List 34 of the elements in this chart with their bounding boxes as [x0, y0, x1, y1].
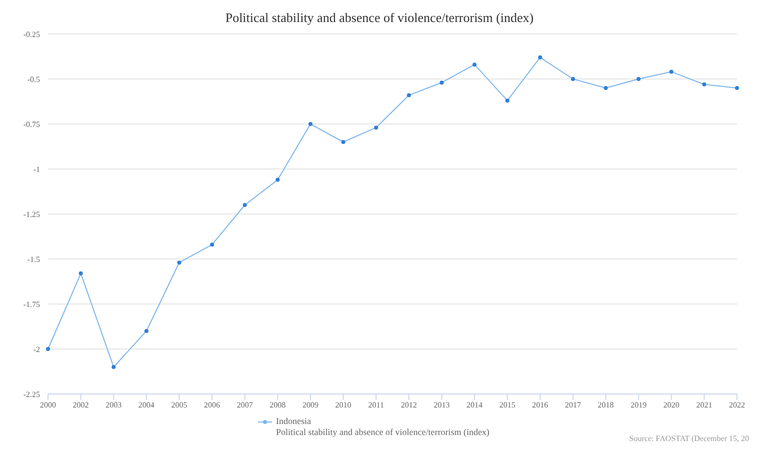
y-tick-label: -2.25: [23, 390, 40, 399]
x-tick-label: 2004: [138, 400, 154, 410]
x-tick-label: 2003: [106, 400, 122, 410]
x-tick-label: 2017: [564, 400, 581, 410]
x-tick-label: 2021: [696, 400, 712, 410]
x-tick-label: 2006: [204, 400, 220, 410]
y-tick-label: -1.75: [23, 300, 40, 309]
x-tick-label: 2000: [40, 400, 56, 410]
x-tick-label: 2022: [729, 400, 745, 410]
x-tick-label: 2012: [400, 400, 417, 410]
legend-label: Indonesia Political stability and absence of violence/terrorism (index): [276, 416, 490, 438]
x-tick-label: 2002: [72, 400, 89, 410]
x-tick-label: 2009: [302, 400, 318, 410]
chart-title: Political stability and absence of violence/terrorism (index): [224, 10, 535, 26]
x-tick-label: 2010: [335, 400, 352, 410]
y-tick-label: -1: [33, 164, 40, 174]
x-tick-label: 2007: [236, 400, 253, 410]
y-tick-label: -1.5: [27, 254, 40, 264]
x-tick-label: 2016: [532, 400, 548, 410]
y-tick-label: -0.5: [27, 74, 40, 84]
x-tick-label: 2020: [663, 400, 680, 410]
y-tick-label: -0.75: [23, 120, 40, 129]
x-tick-label: 2005: [171, 400, 188, 410]
y-tick-label: -2: [33, 344, 40, 354]
x-tick-label: 2011: [368, 400, 384, 410]
y-tick-label: -1.25: [23, 210, 40, 219]
x-tick-label: 2015: [499, 400, 516, 410]
source-note: Source: FAOSTAT (December 15, 20: [629, 434, 749, 443]
x-tick-label: 2018: [598, 400, 614, 410]
x-tick-label: 2013: [434, 400, 450, 410]
y-tick-label: -0.25: [23, 30, 40, 39]
x-tick-label: 2014: [466, 400, 483, 410]
x-tick-label: 2008: [270, 400, 286, 410]
x-tick-label: 2019: [630, 400, 647, 410]
